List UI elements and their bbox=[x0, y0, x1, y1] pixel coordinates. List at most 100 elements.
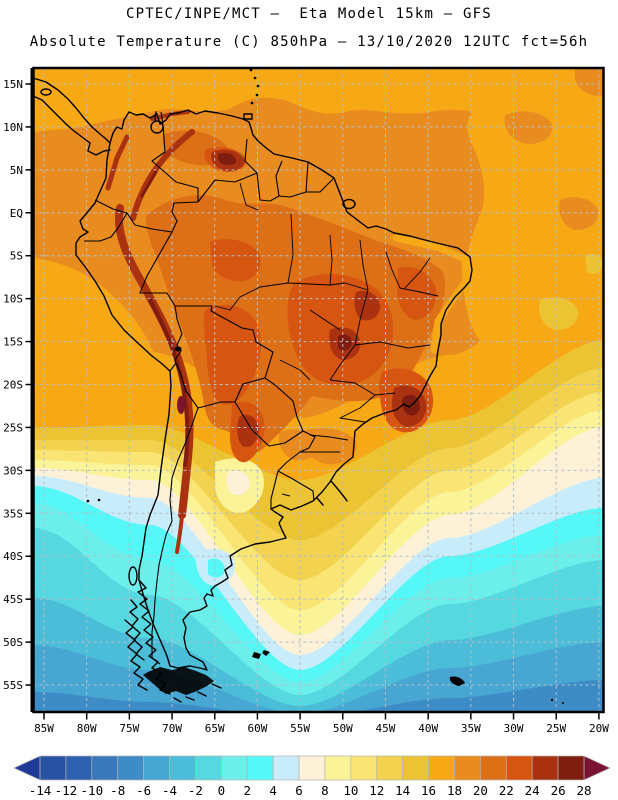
map-art bbox=[130, 129, 195, 221]
lon-tick-label: 55W bbox=[290, 722, 310, 735]
map-art bbox=[84, 212, 128, 242]
chile-fjord-islands-2 bbox=[124, 619, 148, 691]
colorbar-segment bbox=[480, 755, 507, 781]
lat-tick-label: EQ bbox=[10, 207, 23, 220]
lon-tick-label: 35W bbox=[461, 722, 481, 735]
map-art bbox=[33, 642, 604, 712]
map-art bbox=[264, 377, 304, 432]
chart-subtitle: Absolute Temperature (C) 850hPa – 13/10/… bbox=[29, 34, 589, 50]
south-georgia-island bbox=[449, 676, 465, 686]
juan-fernandez-island bbox=[97, 498, 101, 502]
map-art bbox=[329, 379, 396, 396]
map-art bbox=[214, 296, 241, 311]
map-art bbox=[278, 429, 321, 461]
map-art bbox=[275, 160, 309, 197]
cape-horn-islands bbox=[173, 683, 222, 703]
map-art bbox=[354, 290, 380, 321]
colorbar-tick-label: -2 bbox=[188, 783, 203, 798]
colorbar-tick-label: 26 bbox=[551, 783, 566, 798]
map-art bbox=[210, 239, 261, 282]
map-art bbox=[253, 76, 257, 80]
map-art bbox=[339, 394, 376, 423]
colorbar: -14 -12 -10 -8 -6 -4 -2 0 2 4 6 8 10 12 14 16 18 20 22 24 26… bbox=[13, 755, 611, 798]
colorbar-segment bbox=[91, 755, 119, 781]
colorbar-segment bbox=[376, 755, 404, 781]
maracaibo-inlet bbox=[154, 111, 157, 121]
colorbar-segment bbox=[557, 755, 585, 781]
tierra-del-fuego bbox=[143, 667, 214, 695]
south-america-coastline bbox=[75, 109, 473, 671]
colorbar-tick-label: -12 bbox=[55, 783, 78, 798]
map-art bbox=[354, 341, 431, 349]
lon-tick-label: 30W bbox=[504, 722, 524, 735]
colorbar-segment bbox=[505, 755, 533, 781]
lon-tick-label: 80W bbox=[77, 722, 97, 735]
map-art bbox=[287, 213, 294, 284]
lat-tick-label: 10S bbox=[3, 293, 23, 306]
map-art bbox=[354, 289, 369, 346]
map-art bbox=[277, 470, 315, 502]
map-art bbox=[151, 407, 199, 665]
country-borders bbox=[84, 111, 335, 665]
chile-fjord-islands bbox=[129, 599, 145, 661]
map-art bbox=[237, 414, 259, 448]
map-art bbox=[234, 401, 304, 447]
lon-tick-label: 50W bbox=[333, 722, 353, 735]
map-art bbox=[359, 239, 369, 291]
colorbar-tick-label: 6 bbox=[295, 783, 303, 798]
map-art bbox=[94, 199, 128, 214]
map-art bbox=[115, 204, 194, 519]
colorbar-segment bbox=[298, 755, 326, 781]
lake-nicaragua bbox=[40, 88, 52, 96]
map-art bbox=[504, 111, 553, 144]
lon-tick-label: 25W bbox=[546, 722, 566, 735]
axis-ticks-and-labels: 15N 10N 5N EQ 5S 10S 15S 20S 25S 30S 35S 40S 45S 50S 5… bbox=[3, 78, 609, 735]
chiloe-island bbox=[128, 566, 138, 586]
map-art bbox=[397, 266, 437, 320]
map-art bbox=[126, 212, 173, 233]
colorbar-segment bbox=[402, 755, 429, 781]
map-art bbox=[148, 298, 190, 467]
map-frame-left-edge bbox=[30, 68, 35, 712]
map-art bbox=[175, 305, 274, 379]
colorbar-tick-label: 8 bbox=[321, 783, 329, 798]
colorbar-tick-label: 10 bbox=[343, 783, 358, 798]
map-art bbox=[171, 201, 199, 233]
map-art bbox=[256, 84, 260, 88]
map-art bbox=[105, 134, 130, 191]
colorbar-segment bbox=[117, 755, 144, 781]
colorbar-segment bbox=[350, 755, 378, 781]
colorbar-tick-label: 24 bbox=[525, 783, 540, 798]
colorbar-segment bbox=[39, 755, 67, 781]
colorbar-tick-label: 14 bbox=[395, 783, 410, 798]
map-art bbox=[279, 359, 311, 381]
map-art bbox=[174, 305, 183, 364]
map-art bbox=[277, 430, 316, 472]
map-art bbox=[244, 138, 258, 174]
lesser-antilles-islands bbox=[249, 68, 260, 105]
map-art bbox=[169, 362, 199, 409]
central-america-pacific-coastline bbox=[32, 95, 111, 156]
lon-tick-label: 45W bbox=[376, 722, 396, 735]
colorbar-tick-label: -14 bbox=[29, 783, 52, 798]
map-art bbox=[309, 309, 341, 331]
map-art bbox=[344, 282, 369, 291]
lat-tick-label: 40S bbox=[3, 550, 23, 563]
colorbar-tick-label: -10 bbox=[81, 783, 104, 798]
falkland-islands bbox=[252, 650, 270, 659]
map-art bbox=[399, 287, 439, 297]
colorbar-segment bbox=[428, 755, 455, 781]
colorbar-segment bbox=[246, 755, 274, 781]
colorbar-tick-label: 28 bbox=[576, 783, 591, 798]
lat-tick-label: 5S bbox=[10, 250, 23, 263]
lat-tick-label: 15N bbox=[3, 78, 23, 91]
lon-tick-label: 20W bbox=[589, 722, 609, 735]
map-art bbox=[139, 231, 176, 307]
map-art bbox=[197, 377, 266, 409]
colorbar-segment bbox=[220, 755, 248, 781]
south-atlantic-islet bbox=[550, 698, 554, 702]
lon-tick-label: 60W bbox=[247, 722, 267, 735]
temperature-field bbox=[33, 68, 604, 712]
